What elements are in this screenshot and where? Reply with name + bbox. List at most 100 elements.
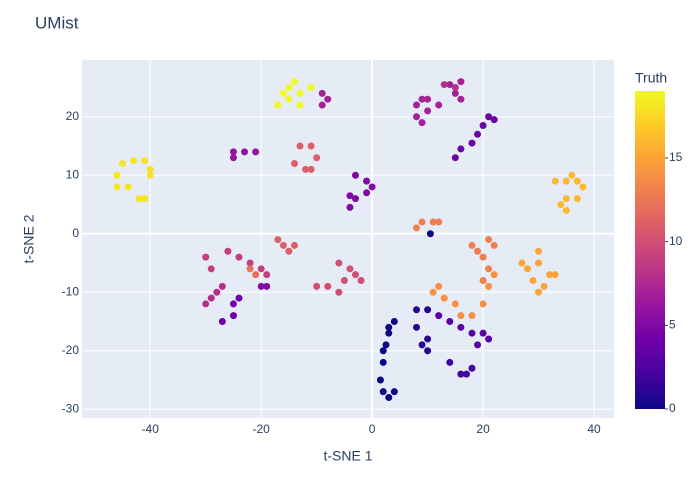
- scatter-point: [307, 142, 315, 150]
- scatter-point: [457, 312, 465, 320]
- y-tick-label: -30: [62, 401, 80, 415]
- scatter-point: [390, 317, 398, 325]
- scatter-point: [302, 165, 310, 173]
- scatter-point: [229, 300, 237, 308]
- scatter-point: [413, 113, 421, 121]
- scatter-point: [490, 241, 498, 249]
- scatter-point: [457, 145, 465, 153]
- scatter-point: [429, 288, 437, 296]
- scatter-point: [485, 282, 493, 290]
- scatter-point: [413, 306, 421, 314]
- scatter-point: [479, 122, 487, 130]
- scatter-point: [546, 271, 554, 279]
- scatter-point: [379, 347, 387, 355]
- scatter-point: [551, 177, 559, 185]
- scatter-point: [440, 294, 448, 302]
- scatter-point: [351, 195, 359, 203]
- scatter-point: [296, 142, 304, 150]
- scatter-point: [413, 101, 421, 109]
- scatter-point: [413, 323, 421, 331]
- colorbar-tick-label: 10: [669, 234, 683, 248]
- scatter-point: [290, 78, 298, 86]
- scatter-point: [474, 341, 482, 349]
- scatter-point: [529, 277, 537, 285]
- scatter-point: [202, 300, 210, 308]
- scatter-point: [379, 358, 387, 366]
- scatter-point: [474, 130, 482, 138]
- scatter-point: [551, 271, 559, 279]
- scatter-point: [485, 113, 493, 121]
- scatter-point: [141, 157, 149, 165]
- scatter-point: [424, 335, 432, 343]
- scatter-point: [557, 200, 565, 208]
- scatter-point: [252, 271, 260, 279]
- scatter-point: [290, 160, 298, 168]
- scatter-point: [490, 116, 498, 124]
- scatter-point: [485, 236, 493, 244]
- scatter-point: [146, 165, 154, 173]
- scatter-point: [418, 218, 426, 226]
- scatter-point: [218, 317, 226, 325]
- scatter-point: [562, 177, 570, 185]
- x-tick-label: 40: [587, 422, 601, 436]
- scatter-point: [213, 288, 221, 296]
- scatter-point: [468, 364, 476, 372]
- scatter-point: [385, 394, 393, 402]
- scatter-point: [579, 183, 587, 191]
- scatter-point: [279, 89, 287, 97]
- scatter-point: [202, 253, 210, 261]
- scatter-point: [246, 259, 254, 267]
- scatter-point: [424, 95, 432, 103]
- scatter-point: [382, 341, 390, 349]
- scatter-point: [351, 171, 359, 179]
- scatter-point: [130, 157, 138, 165]
- scatter-point: [462, 370, 470, 378]
- scatter-point: [252, 148, 260, 156]
- scatter-point: [474, 247, 482, 255]
- chart-title: UMist: [35, 13, 79, 32]
- scatter-point: [285, 83, 293, 91]
- scatter-point: [141, 195, 149, 203]
- scatter-point: [435, 101, 443, 109]
- scatter-point: [363, 177, 371, 185]
- scatter-point: [263, 271, 271, 279]
- scatter-point: [535, 259, 543, 267]
- scatter-point: [457, 370, 465, 378]
- scatter-point: [324, 95, 332, 103]
- scatter-point: [207, 265, 215, 273]
- scatter-point: [451, 154, 459, 162]
- scatter-point: [246, 265, 254, 273]
- scatter-point: [446, 81, 454, 89]
- scatter-point: [135, 195, 143, 203]
- scatter-point: [418, 95, 426, 103]
- scatter-point: [446, 358, 454, 366]
- scatter-point: [424, 306, 432, 314]
- scatter-point: [335, 259, 343, 267]
- scatter-point: [568, 171, 576, 179]
- scatter-point: [562, 195, 570, 203]
- scatter-point: [457, 95, 465, 103]
- scatter-point: [346, 203, 354, 211]
- scatter-point: [340, 277, 348, 285]
- y-tick-label: 20: [66, 109, 80, 123]
- scatter-point: [479, 329, 487, 337]
- scatter-point: [573, 177, 581, 185]
- scatter-point: [285, 95, 293, 103]
- scatter-point: [535, 288, 543, 296]
- y-tick-label: -20: [62, 343, 80, 357]
- scatter-point: [235, 294, 243, 302]
- y-axis-title: t-SNE 2: [21, 214, 37, 263]
- y-tick-label: 10: [66, 167, 80, 181]
- scatter-point: [274, 236, 282, 244]
- scatter-point: [468, 329, 476, 337]
- scatter-point: [562, 206, 570, 214]
- scatter-point: [457, 323, 465, 331]
- scatter-point: [451, 83, 459, 91]
- scatter-point: [518, 259, 526, 267]
- scatter-point: [229, 148, 237, 156]
- colorbar-title: Truth: [635, 70, 667, 86]
- x-tick-label: -40: [142, 422, 160, 436]
- scatter-point: [468, 312, 476, 320]
- scatter-point: [124, 183, 132, 191]
